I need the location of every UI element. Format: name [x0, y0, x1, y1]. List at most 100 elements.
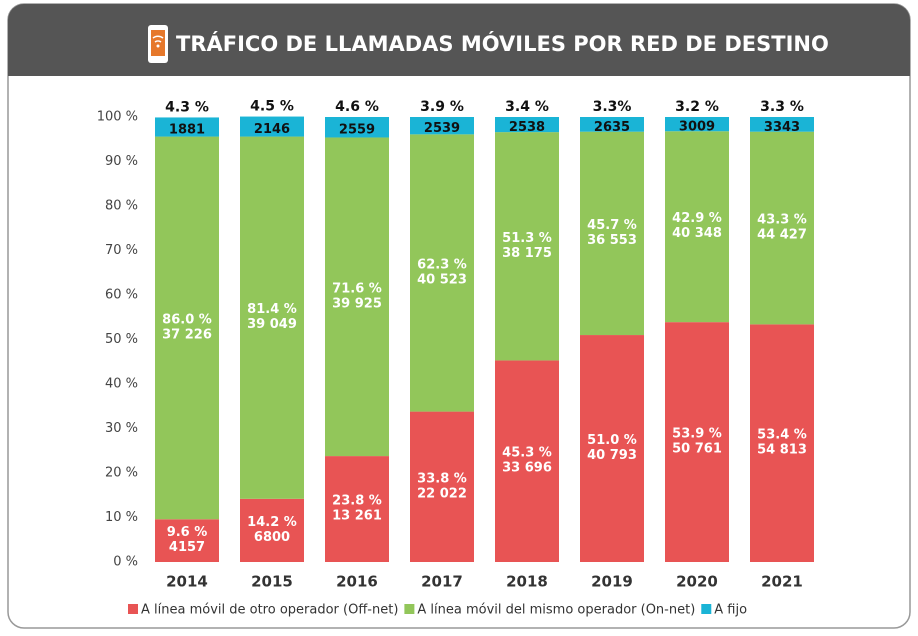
x-tick-label: 2019 — [591, 573, 633, 591]
y-tick-label: 50 % — [105, 332, 138, 347]
bar-segment — [325, 456, 389, 562]
y-tick-label: 70 % — [105, 243, 138, 258]
count-label: 40 793 — [587, 448, 637, 463]
value-label: 71.6 % — [332, 281, 382, 296]
bar-segment — [580, 335, 644, 562]
phone-icon — [148, 25, 168, 63]
count-label: 38 175 — [502, 246, 552, 261]
legend-swatch — [701, 604, 712, 614]
legend-label: A fijo — [714, 603, 747, 618]
bar-segment — [325, 137, 389, 457]
count-label: 2539 — [424, 121, 460, 136]
bar-segment — [155, 136, 219, 520]
count-label: 22 022 — [417, 486, 467, 501]
count-label: 4157 — [169, 540, 205, 555]
bar-segment — [580, 131, 644, 336]
x-tick-label: 2015 — [251, 573, 293, 591]
value-label: 23.8 % — [332, 494, 382, 509]
value-label: 42.9 % — [672, 211, 722, 226]
count-label: 40 348 — [672, 226, 722, 241]
value-label: 86.0 % — [162, 312, 212, 327]
bar-segment — [580, 117, 644, 132]
value-label: 81.4 % — [247, 302, 297, 317]
count-label: 2635 — [594, 120, 630, 135]
bar-segment — [495, 117, 559, 133]
bar-segment — [750, 117, 814, 132]
bar-segment — [155, 117, 219, 137]
y-tick-label: 30 % — [105, 421, 138, 436]
bar-segment — [495, 132, 559, 361]
y-tick-label: 10 % — [105, 510, 138, 525]
bar-segment — [155, 519, 219, 562]
value-label: 3.3% — [593, 99, 632, 115]
x-tick-label: 2016 — [336, 573, 378, 591]
x-tick-label: 2020 — [676, 573, 718, 591]
count-label: 13 261 — [332, 509, 382, 524]
value-label: 43.3 % — [757, 213, 807, 228]
x-tick-label: 2021 — [761, 573, 803, 591]
value-label: 4.6 % — [335, 99, 379, 115]
y-tick-label: 80 % — [105, 199, 138, 214]
bar-segment — [410, 117, 474, 135]
count-label: 33 696 — [502, 461, 552, 476]
count-label: 36 553 — [587, 233, 637, 248]
value-label: 3.3 % — [760, 99, 804, 115]
count-label: 2559 — [339, 123, 375, 138]
count-label: 2538 — [509, 120, 545, 135]
value-label: 45.7 % — [587, 218, 637, 233]
count-label: 6800 — [254, 530, 290, 545]
bar-segment — [750, 324, 814, 562]
bar-segment — [240, 136, 304, 499]
x-tick-label: 2018 — [506, 573, 548, 591]
count-label: 50 761 — [672, 442, 722, 457]
value-label: 14.2 % — [247, 515, 297, 530]
legend-label: A línea móvil de otro operador (Off-net) — [141, 603, 398, 618]
bar-segment — [750, 131, 814, 325]
bar-segment — [495, 360, 559, 562]
header — [8, 4, 910, 76]
bar-segment — [240, 116, 304, 137]
value-label: 51.3 % — [502, 231, 552, 246]
bar-segment — [665, 322, 729, 562]
count-label: 1881 — [169, 123, 205, 138]
value-label: 51.0 % — [587, 433, 637, 448]
x-tick-label: 2014 — [166, 573, 208, 591]
count-label: 44 427 — [757, 228, 807, 243]
count-label: 39 925 — [332, 296, 382, 311]
count-label: 37 226 — [162, 327, 212, 342]
value-label: 53.9 % — [672, 427, 722, 442]
bar-segment — [410, 134, 474, 412]
value-label: 3.9 % — [420, 99, 464, 115]
value-label: 62.3 % — [417, 257, 467, 272]
y-tick-label: 0 % — [113, 555, 138, 570]
value-label: 3.2 % — [675, 99, 719, 115]
value-label: 3.4 % — [505, 99, 549, 115]
value-label: 53.4 % — [757, 428, 807, 443]
legend-swatch — [128, 604, 138, 614]
bar-segment — [665, 131, 729, 323]
bar-segment — [240, 498, 304, 562]
count-label: 3009 — [679, 120, 715, 135]
x-tick-label: 2017 — [421, 573, 463, 591]
y-tick-label: 100 % — [97, 110, 138, 125]
legend-swatch — [404, 604, 415, 614]
bar-segment — [410, 411, 474, 562]
value-label: 4.5 % — [250, 99, 294, 115]
count-label: 3343 — [764, 120, 800, 135]
y-tick-label: 40 % — [105, 377, 138, 392]
value-label: 45.3 % — [502, 446, 552, 461]
bar-segment — [665, 117, 729, 132]
count-label: 2146 — [254, 122, 290, 137]
y-tick-label: 60 % — [105, 288, 138, 303]
value-label: 4.3 % — [165, 99, 209, 115]
count-label: 40 523 — [417, 272, 467, 287]
y-tick-label: 20 % — [105, 466, 138, 481]
chart-title: TRÁFICO DE LLAMADAS MÓVILES POR RED DE D… — [176, 31, 829, 56]
value-label: 33.8 % — [417, 471, 467, 486]
legend-label: A línea móvil del mismo operador (On-net… — [417, 603, 695, 618]
count-label: 39 049 — [247, 317, 297, 332]
bar-segment — [325, 117, 389, 138]
y-tick-label: 90 % — [105, 154, 138, 169]
